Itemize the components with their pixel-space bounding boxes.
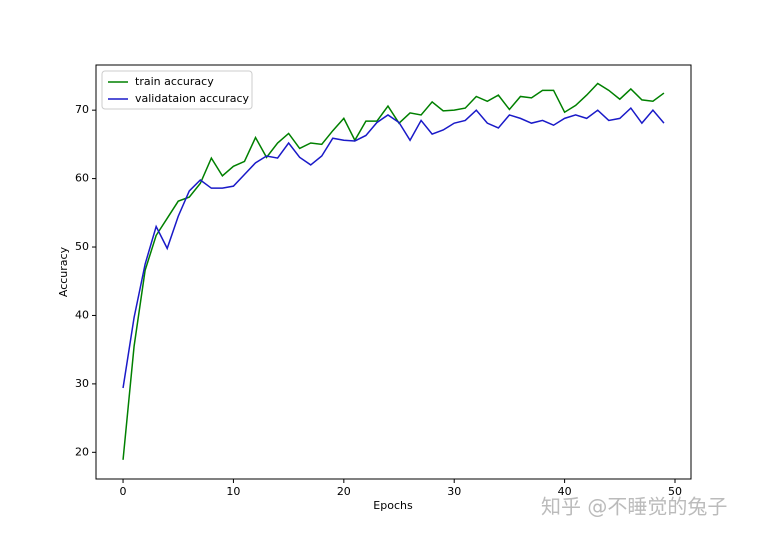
legend-label: train accuracy bbox=[135, 75, 214, 88]
y-tick-label: 50 bbox=[75, 240, 89, 253]
line bbox=[122, 106, 665, 389]
y-axis-label: Accuracy bbox=[57, 246, 70, 297]
y-tick-label: 40 bbox=[75, 308, 89, 321]
y-tick-label: 60 bbox=[75, 172, 89, 185]
x-tick-label: 50 bbox=[668, 485, 682, 498]
x-tick-label: 0 bbox=[120, 485, 127, 498]
watermark: 知乎 @不睡觉的兔子 bbox=[541, 495, 727, 519]
y-tick-label: 30 bbox=[75, 377, 89, 390]
y-tick-label: 70 bbox=[75, 103, 89, 116]
x-axis-label: Epochs bbox=[373, 499, 413, 512]
y-tick-label: 20 bbox=[75, 445, 89, 458]
x-tick-label: 30 bbox=[447, 485, 461, 498]
legend-label: validataion accuracy bbox=[135, 92, 250, 105]
x-tick-label: 40 bbox=[558, 485, 572, 498]
plot-frame bbox=[95, 64, 692, 480]
x-tick-label: 20 bbox=[337, 485, 351, 498]
x-tick-label: 10 bbox=[226, 485, 240, 498]
line bbox=[122, 82, 665, 460]
legend-box bbox=[101, 70, 253, 110]
